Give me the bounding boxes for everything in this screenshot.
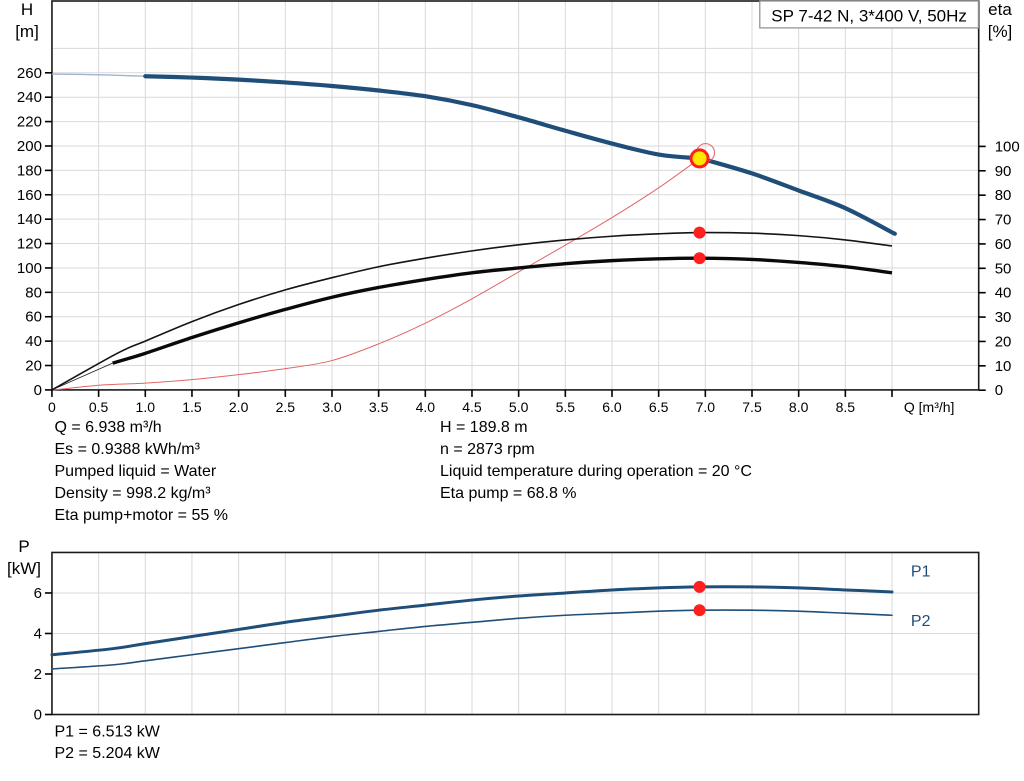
svg-text:SP 7-42 N, 3*400 V, 50Hz: SP 7-42 N, 3*400 V, 50Hz [771, 6, 967, 25]
svg-text:7.5: 7.5 [742, 399, 762, 415]
svg-text:5.0: 5.0 [509, 399, 529, 415]
svg-text:[m]: [m] [15, 22, 39, 41]
svg-text:140: 140 [17, 211, 42, 228]
svg-text:4.5: 4.5 [462, 399, 482, 415]
svg-text:Eta pump = 68.8 %: Eta pump = 68.8 % [440, 485, 577, 502]
svg-text:40: 40 [995, 285, 1012, 302]
svg-text:80: 80 [995, 187, 1012, 204]
svg-text:6.0: 6.0 [602, 399, 622, 415]
svg-text:Pumped liquid = Water: Pumped liquid = Water [55, 463, 217, 480]
svg-text:30: 30 [995, 309, 1012, 326]
svg-text:10: 10 [995, 358, 1012, 375]
svg-text:2: 2 [34, 666, 42, 683]
svg-text:0: 0 [34, 382, 42, 399]
svg-text:[%]: [%] [988, 22, 1013, 41]
svg-text:6: 6 [34, 585, 42, 602]
svg-text:2.5: 2.5 [276, 399, 296, 415]
svg-text:3.5: 3.5 [369, 399, 389, 415]
svg-text:20: 20 [995, 333, 1012, 350]
svg-text:60: 60 [995, 236, 1012, 253]
svg-text:40: 40 [25, 333, 42, 350]
svg-text:Q = 6.938 m³/h: Q = 6.938 m³/h [55, 419, 162, 436]
svg-text:20: 20 [25, 358, 42, 375]
svg-text:eta: eta [988, 0, 1012, 19]
svg-text:8.5: 8.5 [836, 399, 856, 415]
svg-text:P1: P1 [911, 564, 931, 581]
svg-text:240: 240 [17, 89, 42, 106]
svg-text:1.0: 1.0 [136, 399, 156, 415]
svg-text:6.5: 6.5 [649, 399, 669, 415]
svg-text:4: 4 [34, 625, 42, 642]
svg-text:[kW]: [kW] [7, 559, 41, 578]
svg-text:4.0: 4.0 [416, 399, 436, 415]
svg-text:220: 220 [17, 114, 42, 131]
svg-text:260: 260 [17, 65, 42, 82]
svg-text:Liquid temperature during oper: Liquid temperature during operation = 20… [440, 463, 752, 480]
svg-text:Q [m³/h]: Q [m³/h] [904, 399, 955, 415]
svg-text:100: 100 [995, 138, 1020, 155]
svg-text:P2 = 5.204 kW: P2 = 5.204 kW [55, 745, 161, 762]
svg-text:70: 70 [995, 212, 1012, 229]
svg-text:200: 200 [17, 138, 42, 155]
svg-text:80: 80 [25, 284, 42, 301]
svg-text:100: 100 [17, 260, 42, 277]
svg-text:1.5: 1.5 [182, 399, 202, 415]
svg-text:8.0: 8.0 [789, 399, 809, 415]
svg-text:7.0: 7.0 [696, 399, 716, 415]
svg-text:P1 = 6.513 kW: P1 = 6.513 kW [55, 724, 161, 741]
svg-text:0: 0 [34, 707, 42, 724]
svg-text:0: 0 [995, 382, 1003, 399]
svg-text:90: 90 [995, 163, 1012, 180]
svg-text:0.5: 0.5 [89, 399, 109, 415]
svg-text:n = 2873 rpm: n = 2873 rpm [440, 441, 535, 458]
svg-text:50: 50 [995, 260, 1012, 277]
svg-text:P2: P2 [911, 613, 931, 630]
svg-text:60: 60 [25, 309, 42, 326]
svg-text:160: 160 [17, 187, 42, 204]
svg-text:Es = 0.9388 kWh/m³: Es = 0.9388 kWh/m³ [55, 441, 201, 458]
svg-text:2.0: 2.0 [229, 399, 249, 415]
svg-text:0: 0 [48, 399, 56, 415]
svg-text:Density = 998.2 kg/m³: Density = 998.2 kg/m³ [55, 485, 212, 502]
svg-text:3.0: 3.0 [322, 399, 342, 415]
svg-text:Eta pump+motor = 55 %: Eta pump+motor = 55 % [55, 507, 228, 524]
svg-text:H: H [21, 0, 33, 19]
svg-text:H = 189.8 m: H = 189.8 m [440, 419, 528, 436]
svg-text:5.5: 5.5 [556, 399, 576, 415]
svg-text:P: P [18, 537, 29, 556]
svg-text:120: 120 [17, 236, 42, 253]
svg-text:180: 180 [17, 162, 42, 179]
